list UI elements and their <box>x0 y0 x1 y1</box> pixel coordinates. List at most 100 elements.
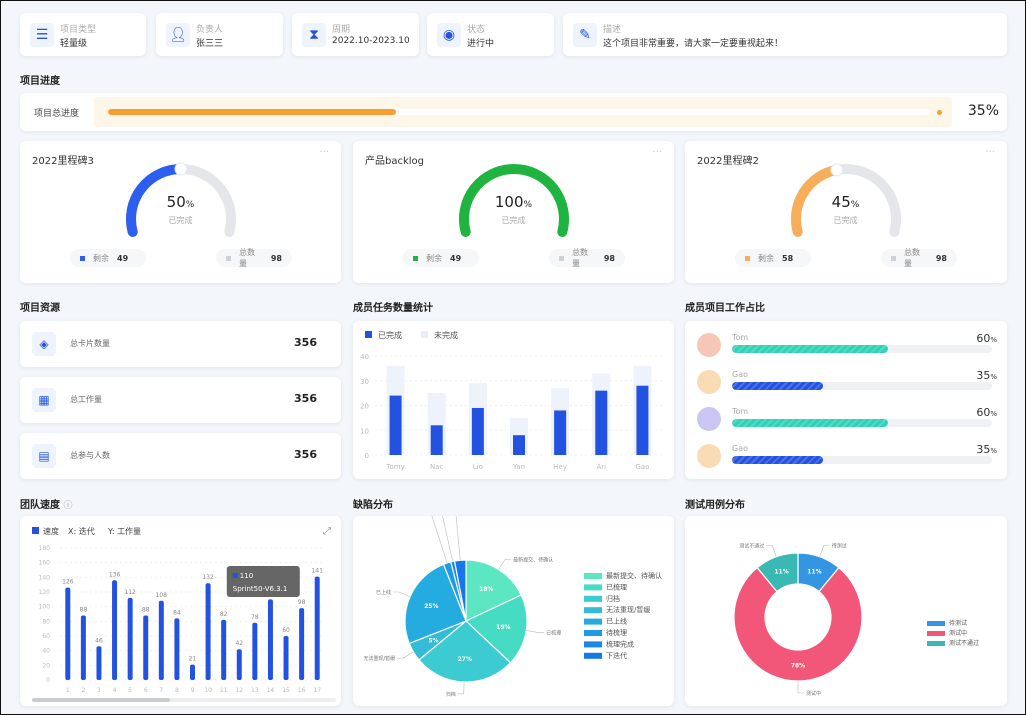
slice-percent: 11% <box>774 568 788 575</box>
people-icon: ▤ <box>32 444 56 468</box>
member-name: Gao <box>732 444 748 453</box>
slice-label: 最新提交、待确认 <box>513 556 553 563</box>
total-label: 总数量 <box>571 248 588 268</box>
velocity-bar <box>80 615 86 680</box>
velocity-title: 团队速度 <box>20 500 60 511</box>
legend-swatch <box>584 652 602 659</box>
y-tick-label: 120 <box>39 589 51 596</box>
member-percent: 60% <box>976 406 997 419</box>
bar-complete <box>471 407 484 455</box>
velocity-bar <box>267 599 273 680</box>
progress-value: 35% <box>967 103 999 119</box>
member-name: Tom <box>732 333 749 342</box>
member-name: Tom <box>732 407 749 416</box>
remain-value: 58 <box>782 253 794 263</box>
more-icon[interactable]: ··· <box>319 147 329 158</box>
x-tick-label: Gao <box>635 463 649 471</box>
y-tick-label: 80 <box>42 618 50 625</box>
gauge <box>126 162 236 237</box>
legend-swatch <box>365 331 372 338</box>
layers-icon: ◈ <box>32 332 56 356</box>
data-label: 84 <box>173 609 181 616</box>
data-label: 21 <box>189 656 197 663</box>
progress-track <box>108 109 930 115</box>
info-card-period: ⧗ 周期 2022.10-2023.10 <box>292 13 419 56</box>
leader-line <box>421 500 448 564</box>
tooltip-swatch <box>232 573 238 578</box>
info-label: 负责人 <box>196 25 224 35</box>
test-card: 11% 待测试 待测试 78% 测试中 测试中 11% 测试不通过 测试不通过 <box>685 516 1007 706</box>
gauge-fill <box>791 164 842 237</box>
y-tick-label: 60 <box>42 633 50 640</box>
data-label: 88 <box>142 606 150 613</box>
member-row: Gao 35% <box>697 369 997 400</box>
member-track <box>732 382 992 390</box>
member-row: Tom 60% <box>697 406 997 437</box>
legend-swatch <box>745 255 750 261</box>
data-label: 42 <box>235 640 243 647</box>
member-task-chart: 已完成 未完成 0 10 20 30 40 Tomy Nac Lio Yan Hey Ari Gao <box>360 330 663 471</box>
member-percent-value: 35 <box>976 443 991 456</box>
pie-slice <box>465 559 522 622</box>
member-track <box>732 419 992 427</box>
velocity-bar <box>314 576 320 680</box>
remain-value: 49 <box>450 253 462 263</box>
x-tick-label: Yan <box>512 463 525 471</box>
data-label: 88 <box>80 606 88 613</box>
scrollbar-thumb[interactable] <box>32 698 170 702</box>
gauge-percent-value: 100 <box>494 193 524 211</box>
leader-line <box>526 630 545 633</box>
x-tick-label: 13 <box>251 687 259 694</box>
member-percent-value: 60 <box>976 406 991 419</box>
x-tick-label: 14 <box>267 687 275 694</box>
info-card-status: ◉ 状态 进行中 <box>427 13 554 56</box>
data-label: 112 <box>124 589 136 596</box>
defect-card: 18% 最新提交、待确认 最新提交、待确认 19% 已梳理 已梳理 27% 归档 归档 5% 无法重… <box>353 481 674 706</box>
expand-icon[interactable]: ⤢ <box>323 526 331 537</box>
bar-complete <box>554 410 567 455</box>
velocity-card: 速度 X: 迭代 Y: 工作量 ⤢ 0 20 40 60 80 100 120 140 160 180 12… <box>20 516 341 706</box>
data-label: 60 <box>282 627 290 634</box>
pie-slice <box>453 559 467 622</box>
progress-label: 项目总进度 <box>34 109 80 119</box>
gauge-percent-value: 50 <box>166 193 186 211</box>
more-icon[interactable]: ··· <box>652 147 662 158</box>
legend-label: 归档 <box>606 594 620 603</box>
member-fill <box>732 382 823 390</box>
tooltip-box <box>226 566 300 597</box>
legend-swatch <box>32 527 39 534</box>
axis-note-y: Y: 工作量 <box>107 526 141 536</box>
chart-icon: ▦ <box>32 388 56 412</box>
x-tick-label: 1 <box>66 687 70 694</box>
gauge-card: 2022里程碑3 ··· 50% 已完成 剩余 49 总数量 98 <box>20 141 341 283</box>
avatar <box>697 370 721 394</box>
x-tick-label: 12 <box>235 687 243 694</box>
info-card-description: ✎ 描述 这个项目非常重要，请大家一定要重视起来！ <box>563 13 1007 56</box>
resource-card: ▦ 总工作量 356 <box>20 377 341 423</box>
total-pill: 总数量 98 <box>216 248 292 268</box>
pie-slice <box>733 566 863 682</box>
avatar <box>697 444 721 468</box>
legend-label: 待梳理 <box>606 628 627 637</box>
gauge-percent: 45% <box>685 193 1006 211</box>
member-name: Gao <box>732 370 748 379</box>
info-card-owner: 👤︎ 负责人 张三三 <box>156 13 283 56</box>
resource-label: 总工作量 <box>70 395 102 404</box>
member-row: Gao 35% <box>697 443 997 474</box>
velocity-bar <box>112 580 118 680</box>
more-icon[interactable]: ··· <box>985 147 995 158</box>
gauge-card: 产品backlog ··· 100% 已完成 剩余 49 总数量 98 <box>353 141 674 283</box>
slice-percent: 27% <box>458 656 472 663</box>
layers-icon: ☰ <box>30 23 54 47</box>
data-label: 136 <box>109 571 121 578</box>
leader-line <box>766 545 777 557</box>
gauge-percent: 50% <box>20 193 341 211</box>
x-tick-label: 2 <box>81 687 85 694</box>
legend-swatch <box>891 255 896 261</box>
gauge-percent-unit: % <box>850 200 860 210</box>
x-tick-label: 16 <box>298 687 306 694</box>
help-icon[interactable]: ⓘ <box>63 501 73 511</box>
info-label: 状态 <box>467 25 486 35</box>
legend-swatch <box>927 631 945 636</box>
velocity-chart: 速度 X: 迭代 Y: 工作量 ⤢02040608010012014016018012… <box>32 526 336 702</box>
